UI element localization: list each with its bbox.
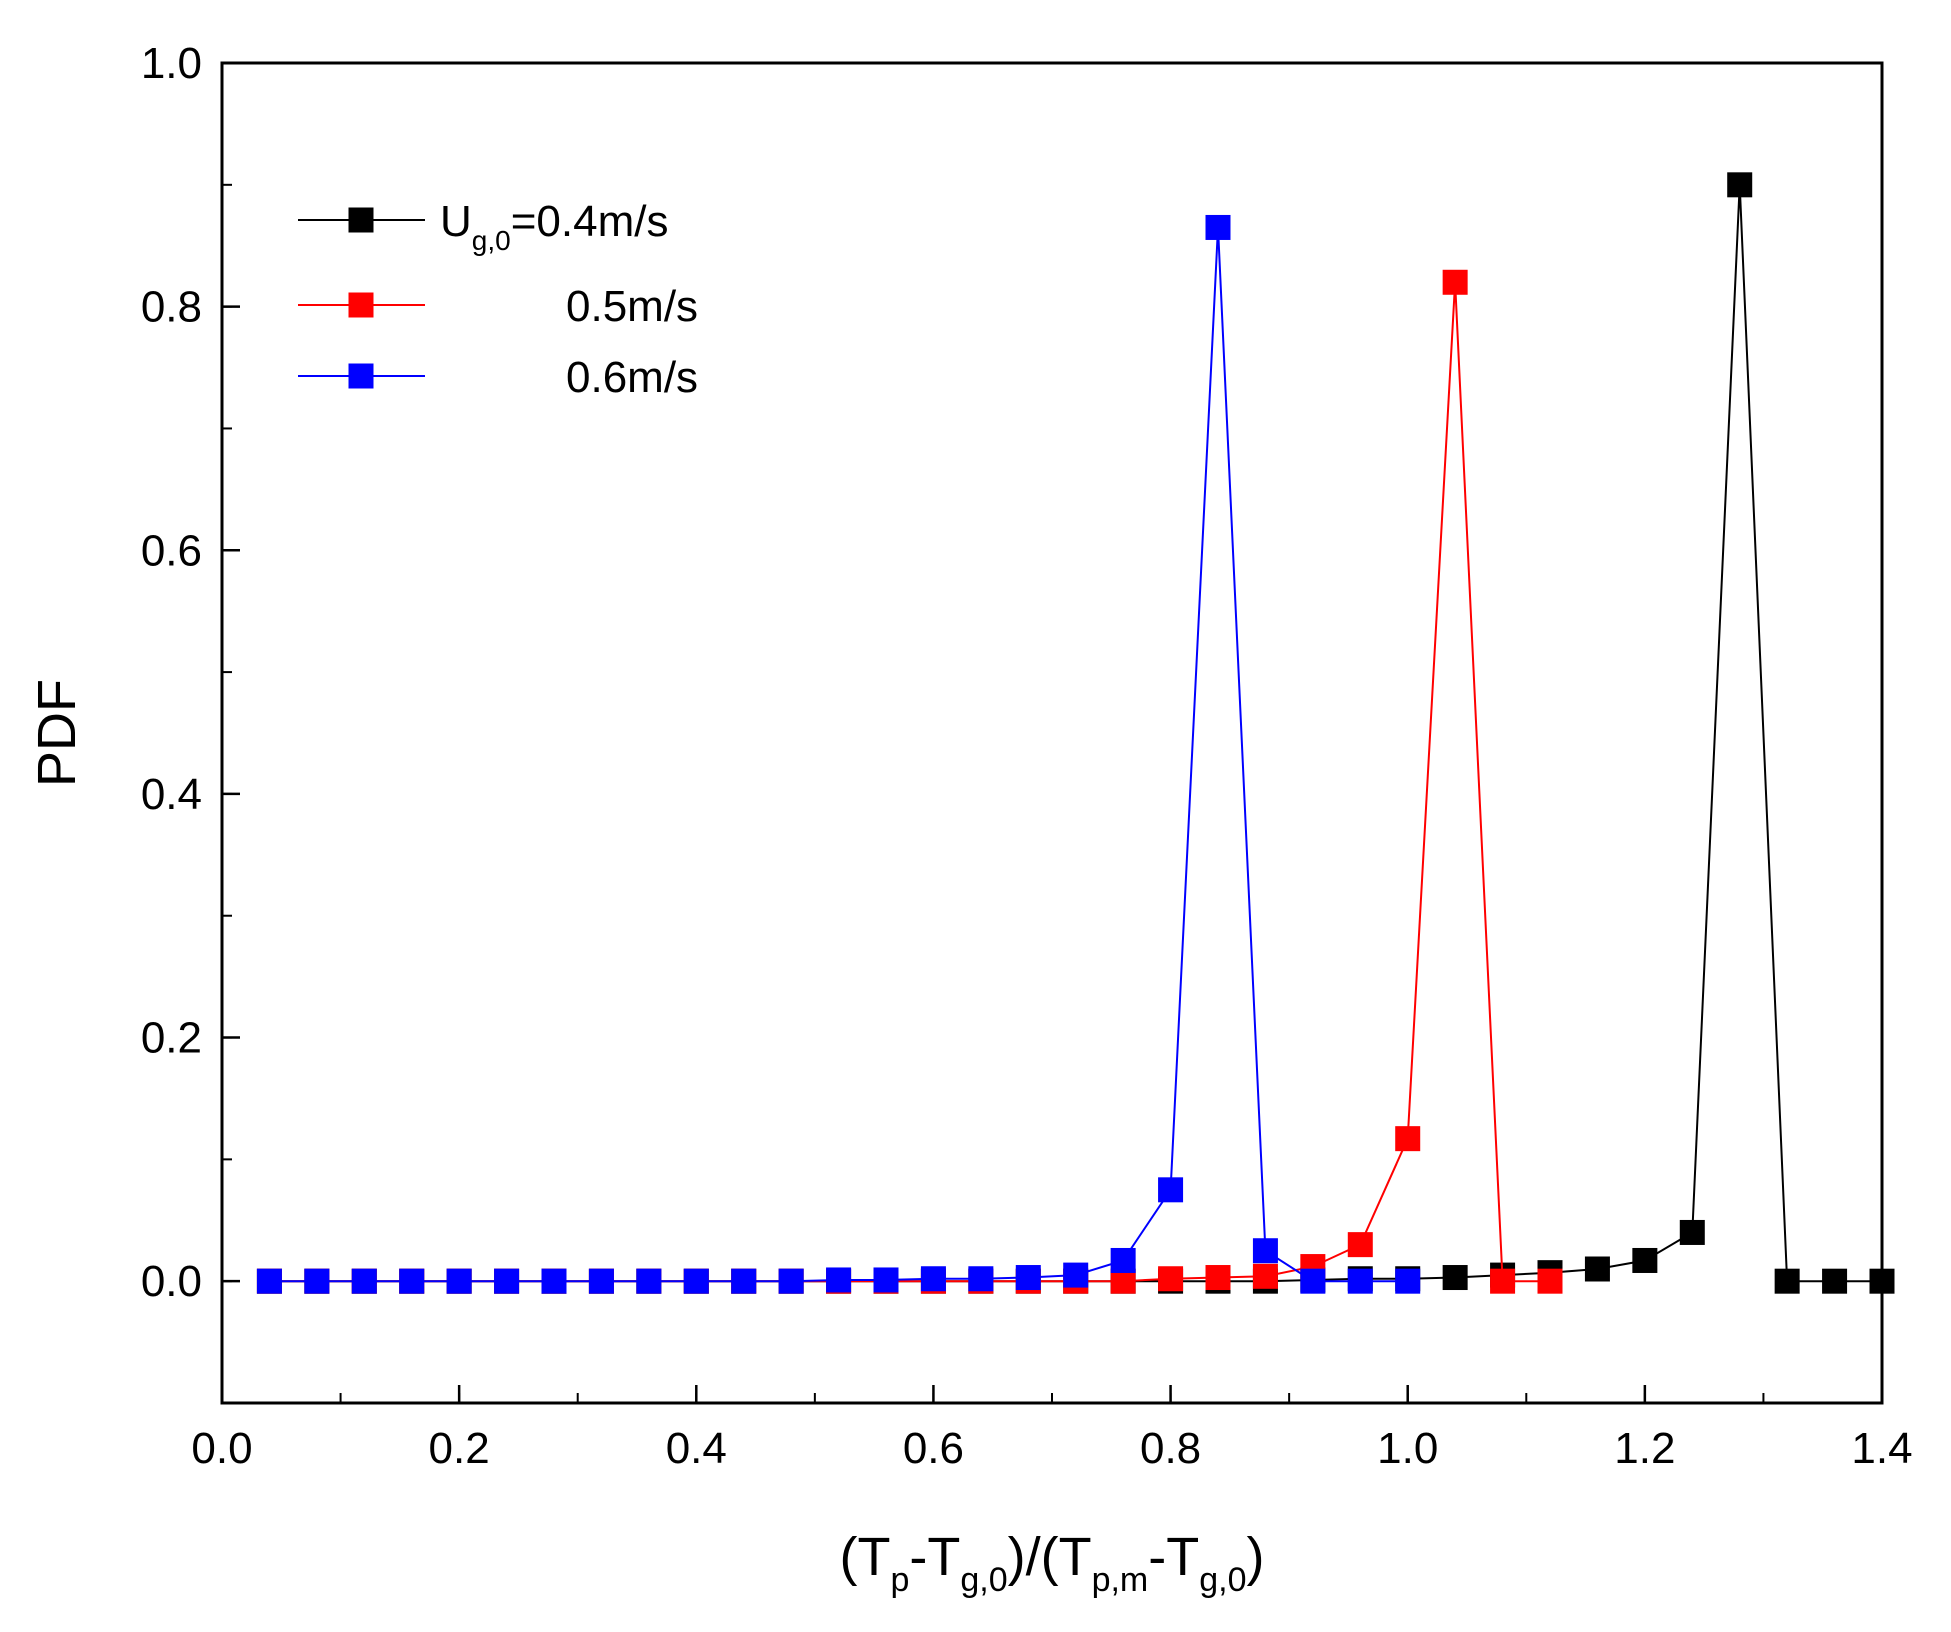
y-tick-label: 0.6: [141, 526, 202, 575]
x-axis-title-part: ): [1247, 1527, 1265, 1587]
x-axis-title-part: -T: [909, 1527, 960, 1587]
y-axis-title: PDF: [27, 679, 87, 787]
data-point: [636, 1268, 662, 1294]
data-point: [1632, 1247, 1658, 1273]
x-axis-title-sub: p,m: [1092, 1561, 1149, 1599]
data-point: [1490, 1268, 1516, 1294]
x-tick-label: 1.4: [1851, 1424, 1912, 1473]
y-tick-label: 0.4: [141, 770, 202, 819]
x-tick-label: 0.4: [666, 1424, 727, 1473]
data-point: [1063, 1262, 1089, 1288]
data-point: [1252, 1263, 1278, 1289]
data-point: [683, 1268, 709, 1294]
legend-label: 0.6m/s: [566, 353, 698, 402]
data-point: [1395, 1126, 1421, 1152]
x-tick-label: 1.2: [1614, 1424, 1675, 1473]
data-point: [1395, 1268, 1421, 1294]
axis-ticks: 0.0 0.2 0.4 0.6 0.8 1.0 1.2 1.4 0.0 0.2 0.4 0.6 0.8 1…: [141, 39, 1913, 1473]
legend-label-part: U: [440, 197, 472, 246]
x-axis-title-part: )/(T: [1008, 1527, 1092, 1587]
series-group: [256, 172, 1895, 1294]
data-point: [1158, 1266, 1184, 1292]
data-point: [1205, 214, 1231, 240]
data-point: [1774, 1268, 1800, 1294]
data-point: [1727, 172, 1753, 198]
data-point: [1442, 269, 1468, 295]
x-tick-label: 0.0: [191, 1424, 252, 1473]
y-tick-label: 1.0: [141, 39, 202, 88]
data-point: [494, 1268, 520, 1294]
data-point: [1158, 1177, 1184, 1203]
legend-marker: [348, 292, 374, 318]
y-tick-label: 0.0: [141, 1257, 202, 1306]
x-axis-title: (Tp-Tg,0)/(Tp,m-Tg,0): [840, 1527, 1265, 1599]
legend-item-1: Ug,0=0.4m/s: [298, 197, 668, 256]
data-point: [1015, 1265, 1041, 1291]
series-3: [256, 214, 1421, 1294]
data-point: [541, 1268, 567, 1294]
data-point: [1347, 1232, 1373, 1258]
legend-label-part: =0.4m/s: [511, 197, 669, 246]
data-point: [1679, 1219, 1705, 1245]
data-point: [1537, 1268, 1563, 1294]
data-point: [1822, 1268, 1848, 1294]
x-axis-title-sub: g,0: [1199, 1561, 1246, 1599]
data-point: [399, 1268, 425, 1294]
legend-marker: [348, 363, 374, 389]
y-tick-label: 0.8: [141, 283, 202, 332]
series-1: [256, 172, 1895, 1294]
data-point: [256, 1268, 282, 1294]
x-tick-label: 0.2: [429, 1424, 490, 1473]
data-point: [1300, 1268, 1326, 1294]
data-point: [588, 1268, 614, 1294]
x-axis-title-sub: g,0: [960, 1561, 1007, 1599]
series-line: [269, 227, 1408, 1283]
legend-item-2: 0.5m/s: [298, 282, 698, 331]
data-point: [968, 1266, 994, 1292]
series-2: [256, 269, 1563, 1294]
plot-area-frame: [220, 61, 1884, 1405]
data-point: [873, 1267, 899, 1293]
data-point: [1347, 1268, 1373, 1294]
legend-label: Ug,0=0.4m/s: [440, 197, 668, 256]
data-point: [304, 1268, 330, 1294]
legend-label: 0.5m/s: [566, 282, 698, 331]
data-point: [778, 1268, 804, 1294]
legend-item-3: 0.6m/s: [298, 353, 698, 402]
data-point: [731, 1268, 757, 1294]
data-point: [351, 1268, 377, 1294]
x-tick-label: 0.6: [903, 1424, 964, 1473]
x-axis-title-part: (T: [840, 1527, 891, 1587]
data-point: [1110, 1247, 1136, 1273]
data-point: [1584, 1256, 1610, 1282]
data-point: [826, 1267, 852, 1293]
series-line: [269, 282, 1550, 1283]
legend-label-sub: g,0: [472, 225, 511, 256]
data-point: [446, 1268, 472, 1294]
x-tick-label: 1.0: [1377, 1424, 1438, 1473]
data-point: [1252, 1238, 1278, 1264]
series-line: [269, 184, 1882, 1283]
x-axis-title-sub: p: [890, 1561, 909, 1599]
data-point: [1442, 1265, 1468, 1291]
data-point: [1205, 1265, 1231, 1291]
x-axis-title-part: -T: [1148, 1527, 1199, 1587]
legend: Ug,0=0.4m/s 0.5m/s 0.6m/s: [298, 197, 698, 402]
y-tick-label: 0.2: [141, 1014, 202, 1063]
x-tick-label: 0.8: [1140, 1424, 1201, 1473]
legend-marker: [348, 207, 374, 233]
data-point: [920, 1266, 946, 1292]
